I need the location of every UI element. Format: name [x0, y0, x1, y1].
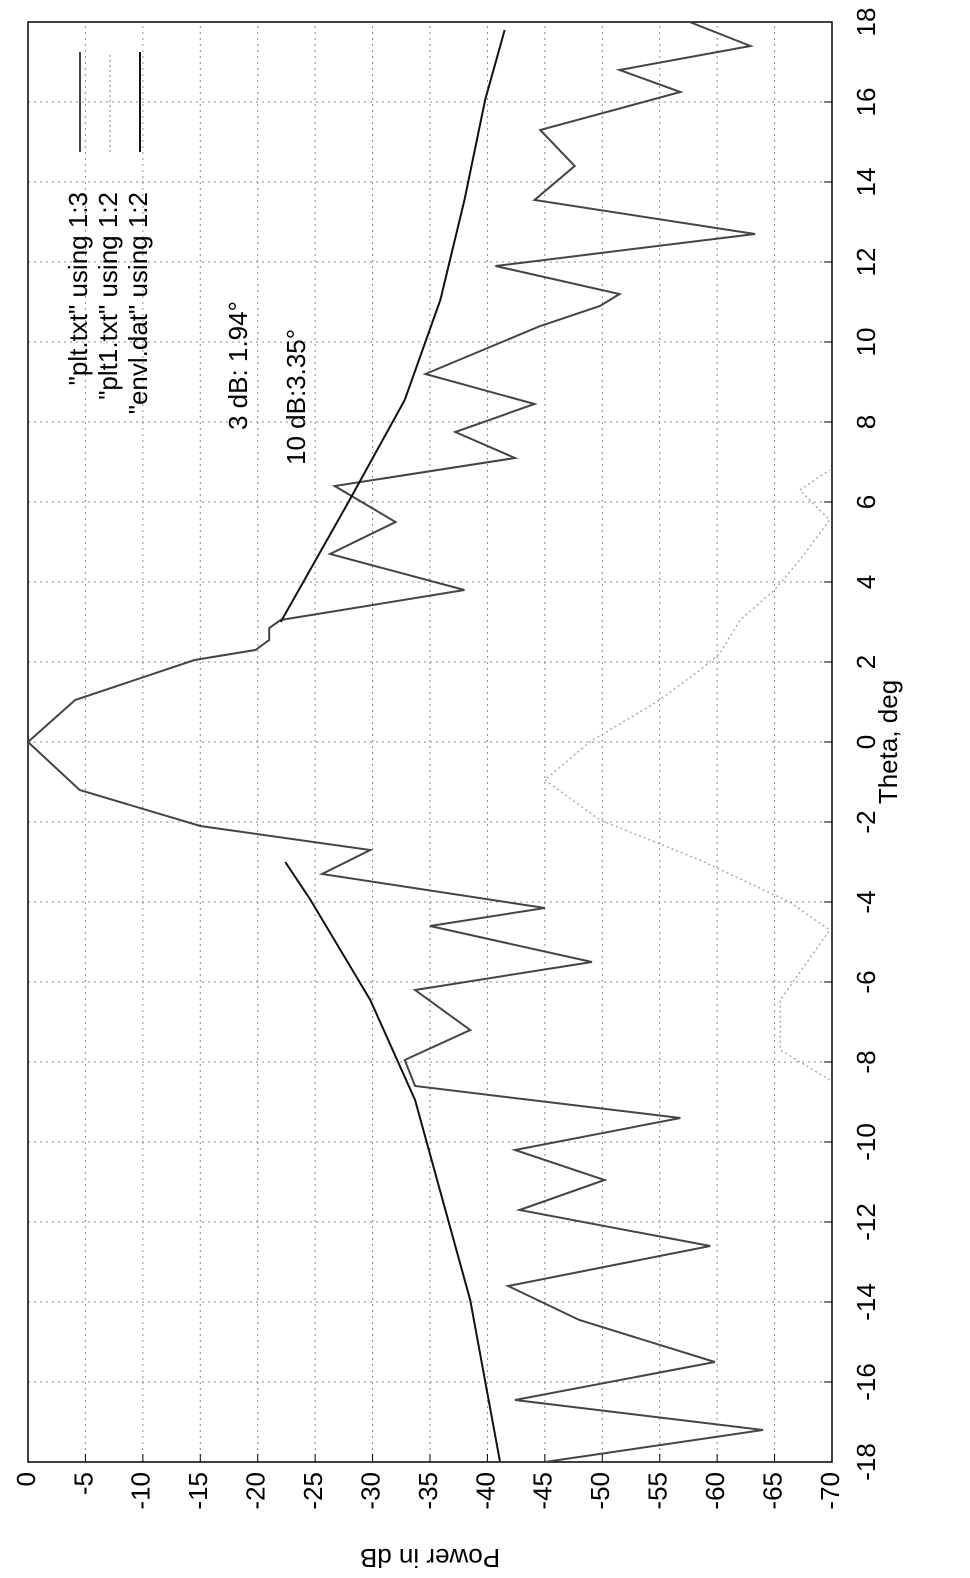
y-tick-label: -50: [585, 1472, 615, 1510]
x-tick-label: 12: [851, 248, 881, 277]
annotation: 10 dB:3.35°: [281, 329, 311, 465]
y-tick-label: -5: [68, 1472, 98, 1495]
y-tick-label: -10: [126, 1472, 156, 1510]
y-tick-label: -60: [700, 1472, 730, 1510]
series-line: [279, 29, 506, 623]
x-tick-label: 18: [851, 8, 881, 37]
x-tick-label: 4: [851, 575, 881, 589]
x-tick-label: -14: [851, 1283, 881, 1321]
x-tick-label: -8: [851, 1050, 881, 1073]
x-tick-label: 6: [851, 495, 881, 509]
y-tick-label: -70: [815, 1472, 845, 1510]
y-tick-label: -55: [643, 1472, 673, 1510]
x-tick-label: 10: [851, 328, 881, 357]
y-tick-label: -40: [470, 1472, 500, 1510]
x-tick-label: -12: [851, 1203, 881, 1241]
rotated-chart: Theta, deg Power in dB 3 dB: 1.94° 10 dB…: [11, 8, 903, 1574]
legend-label: "plt1.txt" using 1:2: [93, 192, 123, 400]
x-tick-label: -18: [851, 1443, 881, 1481]
y-tick-label: -45: [528, 1472, 558, 1510]
y-tick-label: -20: [241, 1472, 271, 1510]
y-tick-label: -30: [355, 1472, 385, 1510]
x-tick-label: -10: [851, 1123, 881, 1161]
y-tick-label: -15: [183, 1472, 213, 1510]
y-axis-label: Power in dB: [360, 1543, 500, 1573]
y-tick-label: -35: [413, 1472, 443, 1510]
legend-label: "envl.dat" using 1:2: [123, 192, 153, 414]
legend-label: "plt.txt" using 1:3: [63, 192, 93, 385]
annotation: 3 dB: 1.94°: [223, 301, 253, 430]
y-tick-label: -25: [298, 1472, 328, 1510]
series-line: [284, 861, 502, 1462]
x-tick-label: 0: [851, 735, 881, 749]
series-line: [28, 22, 764, 1462]
x-tick-label: 16: [851, 88, 881, 117]
x-axis-label: Theta, deg: [873, 680, 903, 804]
y-tick-label: -65: [757, 1472, 787, 1510]
series-line: [543, 469, 831, 1081]
x-tick-label: -6: [851, 970, 881, 993]
x-tick-label: -16: [851, 1363, 881, 1401]
x-tick-label: -2: [851, 810, 881, 833]
x-tick-label: 2: [851, 655, 881, 669]
x-tick-label: 8: [851, 415, 881, 429]
x-tick-label: 14: [851, 168, 881, 197]
y-tick-label: 0: [11, 1472, 41, 1486]
plot-area: [28, 22, 831, 1462]
x-tick-label: -4: [851, 890, 881, 913]
